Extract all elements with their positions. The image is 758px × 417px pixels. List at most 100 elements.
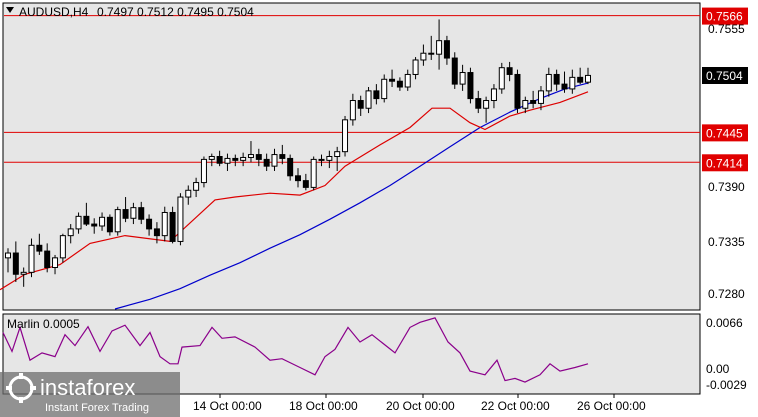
candle-body	[404, 73, 411, 88]
candle	[20, 267, 27, 287]
candle-body	[295, 175, 301, 182]
candle-body	[279, 154, 286, 159]
indicator-series	[2, 317, 589, 383]
candle	[99, 212, 106, 231]
candle-body	[389, 78, 396, 82]
candle	[59, 233, 66, 263]
candle	[130, 202, 137, 225]
candle-body	[232, 157, 239, 161]
indicator-tick: 0.0066	[706, 316, 743, 330]
candle	[373, 84, 380, 105]
candle	[52, 254, 59, 275]
candle-body	[436, 40, 443, 55]
candle	[365, 87, 372, 114]
candle-body	[224, 157, 231, 164]
candle	[153, 222, 160, 244]
candle-body	[169, 211, 176, 242]
candle	[585, 67, 591, 85]
candle	[177, 193, 184, 246]
candle-body	[130, 207, 137, 219]
candle	[396, 77, 403, 91]
price-tick: 0.7280	[708, 287, 745, 301]
candle	[263, 153, 270, 171]
candle	[36, 233, 43, 255]
candle-body	[545, 73, 552, 92]
candle-body	[561, 83, 568, 90]
candle	[67, 224, 74, 244]
candle-body	[530, 100, 537, 104]
candle	[5, 248, 11, 273]
candle	[200, 156, 207, 188]
candle	[420, 44, 427, 66]
price-panel[interactable]	[2, 2, 701, 311]
candle-body	[99, 216, 106, 227]
candle	[279, 144, 286, 165]
instaforex-watermark: instaforex Instant Forex Trading	[0, 372, 180, 417]
candle	[436, 19, 443, 70]
candle	[232, 154, 239, 167]
candle-body	[349, 100, 356, 121]
candle	[577, 67, 584, 85]
candle-body	[193, 182, 200, 191]
marlin-line	[2, 317, 589, 383]
candle-body	[28, 244, 35, 273]
candle	[498, 62, 505, 94]
chart-symbol: AUDUSD,H4	[19, 5, 89, 19]
candle-body	[138, 207, 145, 220]
collapse-triangle-icon[interactable]	[6, 7, 14, 13]
indicator-tick: -0.0029	[706, 378, 747, 392]
candle-body	[451, 57, 458, 85]
candle-body	[5, 252, 11, 259]
candle	[302, 173, 309, 191]
level-price-label: 0.7414	[706, 156, 743, 170]
candle	[428, 35, 435, 60]
candle	[467, 67, 474, 104]
candle	[412, 57, 419, 80]
candle-body	[161, 211, 168, 237]
candle-body	[498, 67, 505, 90]
candle	[193, 177, 200, 198]
level-price-label: 0.7566	[706, 10, 743, 24]
candle	[44, 243, 51, 273]
candle-body	[420, 52, 427, 61]
candle	[342, 115, 349, 157]
candle	[334, 146, 341, 171]
candle-body	[216, 156, 223, 164]
candle	[169, 206, 176, 244]
candle-body	[310, 158, 317, 188]
price-tick: 0.7555	[708, 22, 745, 36]
candle	[514, 69, 521, 114]
price-tick: 0.7335	[708, 235, 745, 249]
candle-body	[91, 223, 98, 227]
candle	[389, 69, 396, 88]
time-axis: 14 Oct 00:00 18 Oct 00:00 20 Oct 00:00 2…	[193, 394, 646, 413]
candle-body	[569, 76, 576, 90]
candle-body	[302, 180, 309, 188]
candle-body	[396, 80, 403, 88]
candle-body	[490, 88, 497, 102]
candle	[106, 214, 113, 236]
level-price-tag	[702, 154, 748, 172]
candle	[490, 84, 497, 109]
candle-body	[44, 250, 51, 268]
candle	[569, 69, 576, 94]
candle	[381, 74, 388, 103]
candle	[240, 152, 247, 167]
price-axis[interactable]: 0.7555 0.7390 0.7335 0.7280	[708, 22, 745, 301]
candle	[537, 86, 544, 111]
candle-body	[122, 209, 129, 219]
candle-body	[373, 90, 380, 100]
instaforex-logo-icon	[6, 373, 36, 403]
candle-body	[185, 189, 192, 198]
candle-body	[52, 257, 59, 268]
candle-body	[412, 59, 419, 75]
candle	[561, 71, 568, 93]
candle	[146, 214, 153, 236]
candle	[91, 218, 98, 234]
candle-body	[67, 228, 74, 237]
candle-body	[342, 119, 349, 153]
time-label: 26 Oct 00:00	[577, 399, 646, 413]
candle	[28, 238, 35, 278]
candle	[318, 154, 325, 167]
candle-body	[263, 158, 270, 167]
